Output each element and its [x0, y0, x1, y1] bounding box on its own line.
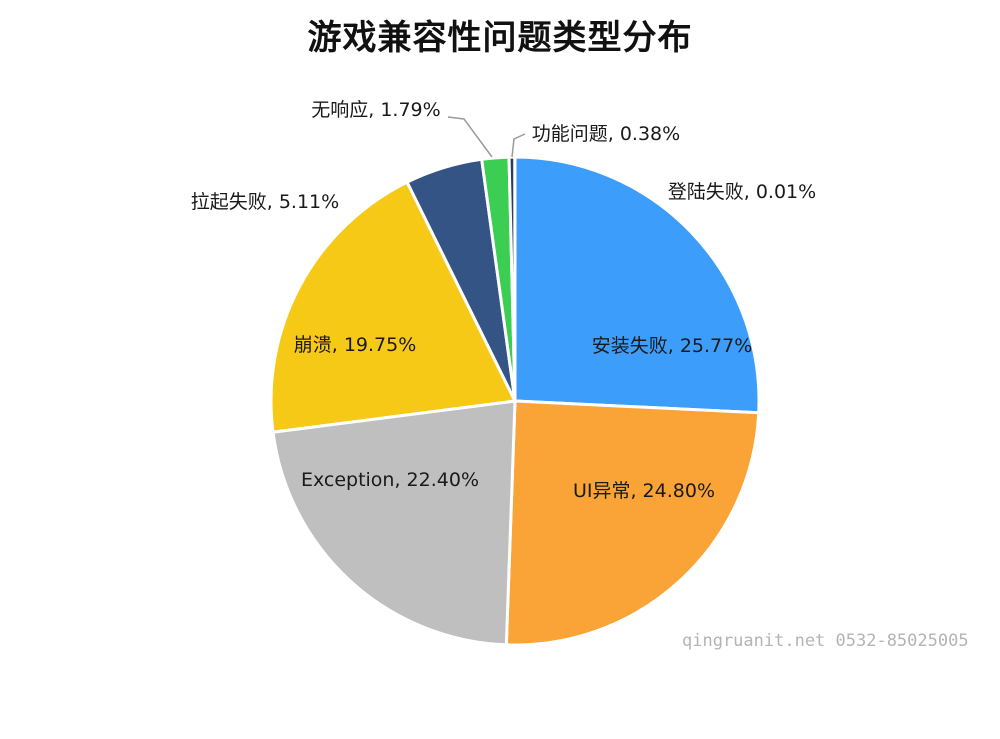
data-label-1: UI异常, 24.80%: [573, 480, 715, 502]
data-label-2: Exception, 22.40%: [301, 469, 479, 491]
pie-slice-1: [504, 399, 761, 647]
leader-line-no-response: [447, 116, 493, 158]
data-label-4: 拉起失败, 5.11%: [191, 191, 339, 213]
chart-title: 游戏兼容性问题类型分布: [307, 18, 693, 58]
data-label-5: 无响应, 1.79%: [311, 99, 440, 121]
watermark: qingruanit.net 0532-85025005: [682, 631, 969, 651]
leader-line-function-issue: [511, 133, 526, 158]
pie-slice-2: [271, 399, 517, 647]
pie-slice-3: [269, 180, 518, 434]
data-label-0: 安装失败, 25.77%: [592, 335, 753, 357]
data-label-7: 登陆失败, 0.01%: [668, 181, 816, 203]
pie-slices: [269, 155, 761, 647]
data-label-3: 崩溃, 19.75%: [294, 334, 417, 356]
data-labels: 安装失败, 25.77% UI异常, 24.80% Exception, 22.40…: [191, 99, 816, 502]
pie-slice-0: [513, 155, 761, 415]
leader-lines: [447, 116, 526, 158]
data-label-6: 功能问题, 0.38%: [532, 123, 680, 145]
